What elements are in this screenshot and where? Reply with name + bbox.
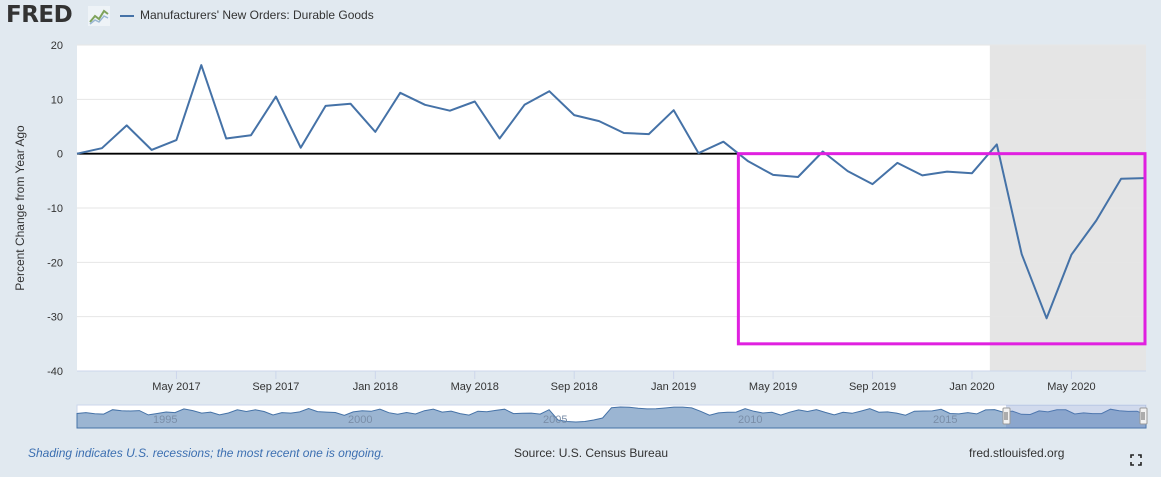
navigator-series (76, 406, 1147, 429)
navigator-label: 1995 (153, 414, 177, 426)
navigator-label: 2000 (348, 414, 372, 426)
navigator-label: 2010 (738, 414, 762, 426)
x-tick-label: May 2020 (1047, 381, 1095, 393)
series-line (76, 64, 1147, 320)
x-tick-label: Jan 2020 (949, 381, 994, 393)
x-tick-label: Jan 2018 (353, 381, 398, 393)
x-tick-label: Sep 2019 (849, 381, 896, 393)
fred-logo[interactable]: FRED (6, 2, 73, 28)
y-tick-label: 10 (51, 94, 63, 106)
x-tick-label: May 2018 (451, 381, 499, 393)
y-tick-label: -30 (47, 312, 63, 324)
x-tick-label: Sep 2017 (252, 381, 299, 393)
y-tick-label: 0 (57, 149, 63, 161)
line-chart-icon (88, 6, 110, 26)
navigator-selection (1006, 405, 1146, 428)
source-text: Source: U.S. Census Bureau (514, 446, 669, 460)
chart-legend[interactable]: Manufacturers' New Orders: Durable Goods (120, 8, 374, 22)
highlight-box (736, 152, 1147, 346)
navigator-label: 2015 (933, 414, 957, 426)
header: FRED Manufacturers' New Orders: Durable … (0, 0, 1161, 36)
x-tick-label: Jan 2019 (651, 381, 696, 393)
legend-swatch (120, 14, 134, 17)
fullscreen-icon[interactable] (1130, 454, 1142, 466)
recession-note: Shading indicates U.S. recessions; the m… (28, 446, 385, 460)
navigator-label: 2005 (543, 414, 567, 426)
x-tick-label: May 2019 (749, 381, 797, 393)
y-tick-label: -20 (47, 257, 63, 269)
legend-label: Manufacturers' New Orders: Durable Goods (140, 8, 374, 22)
y-tick-label: -10 (47, 203, 63, 215)
x-tick-label: May 2017 (152, 381, 200, 393)
site-link[interactable]: fred.stlouisfed.org (969, 446, 1065, 460)
y-tick-label: 20 (51, 40, 63, 52)
y-tick-label: -40 (47, 366, 63, 378)
y-axis-title: Percent Change from Year Ago (13, 125, 27, 291)
x-tick-label: Sep 2018 (551, 381, 598, 393)
